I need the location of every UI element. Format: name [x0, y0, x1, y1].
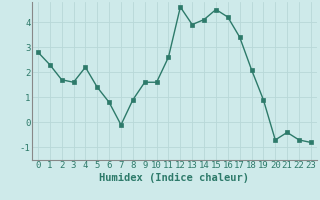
X-axis label: Humidex (Indice chaleur): Humidex (Indice chaleur) — [100, 173, 249, 183]
